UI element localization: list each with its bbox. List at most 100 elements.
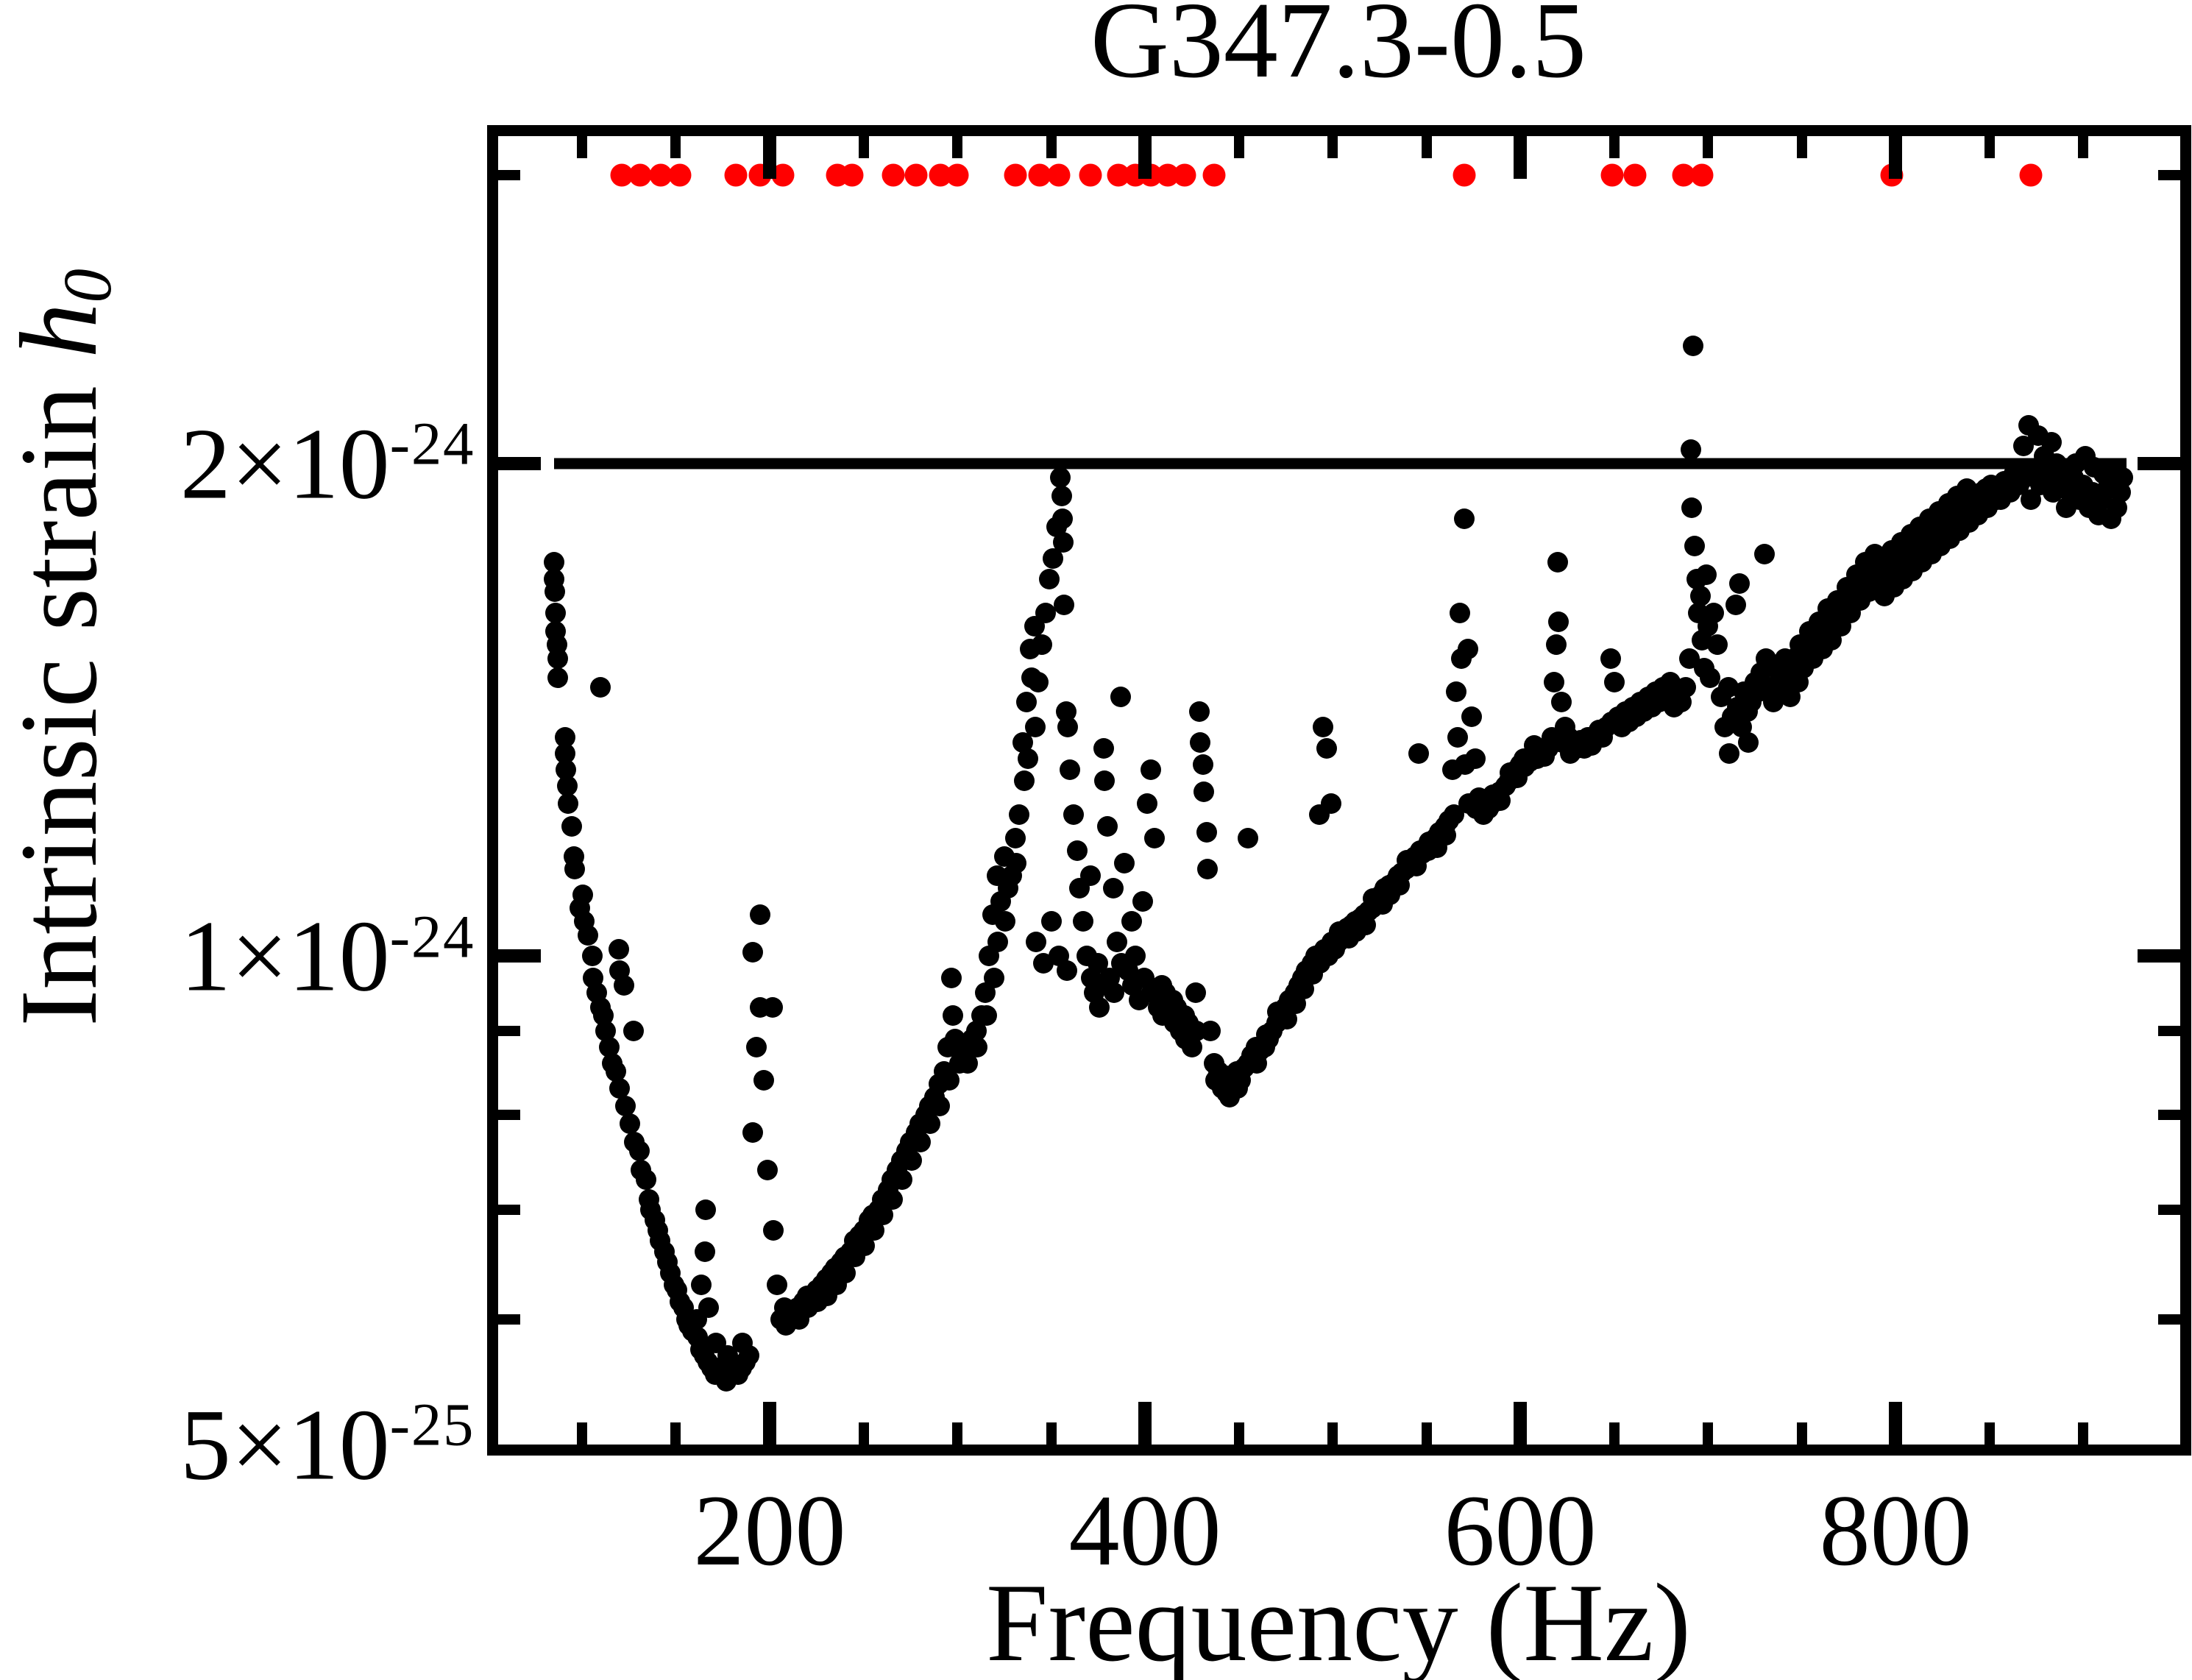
y-minor-tick xyxy=(498,1204,520,1215)
data-point xyxy=(1057,717,1079,738)
data-point xyxy=(1193,781,1215,803)
data-point xyxy=(1097,816,1118,837)
y-minor-tick xyxy=(2158,1314,2180,1325)
data-point xyxy=(995,911,1016,932)
x-major-tick xyxy=(1889,1402,1903,1445)
data-point xyxy=(1548,612,1569,633)
data-point xyxy=(1024,717,1046,738)
vetoed-band-marker xyxy=(882,163,905,187)
data-point xyxy=(1706,634,1728,656)
data-point xyxy=(695,1199,717,1220)
x-minor-tick xyxy=(1608,136,1620,158)
data-point xyxy=(614,1095,636,1116)
data-point xyxy=(1551,691,1572,712)
data-point xyxy=(1689,585,1711,606)
data-point xyxy=(941,967,962,988)
data-point xyxy=(1051,508,1073,530)
x-tick-label: 800 xyxy=(1819,1474,1972,1587)
data-point xyxy=(1684,536,1706,557)
data-point xyxy=(1136,793,1157,814)
x-minor-tick xyxy=(1703,136,1714,158)
data-point xyxy=(1106,932,1127,953)
x-axis-tick-labels: 200 400 600 800 xyxy=(498,1472,2180,1597)
data-point xyxy=(1013,770,1035,791)
vetoed-band-marker xyxy=(668,163,692,187)
x-minor-tick xyxy=(2078,136,2089,158)
x-minor-tick xyxy=(1984,1422,1995,1445)
y-minor-tick xyxy=(2158,1204,2180,1215)
x-minor-tick xyxy=(2078,1422,2089,1445)
data-point xyxy=(1063,804,1085,826)
y-tick-label: 2×10-24 xyxy=(180,407,475,520)
data-point xyxy=(742,1122,764,1144)
plot-area xyxy=(498,136,2180,1445)
vetoed-band-marker xyxy=(1202,163,1226,187)
data-point xyxy=(1725,594,1747,615)
data-point xyxy=(746,1036,767,1057)
data-point xyxy=(1461,706,1482,728)
data-point xyxy=(1093,737,1114,759)
x-major-tick xyxy=(1514,136,1528,179)
data-point xyxy=(1040,911,1062,932)
data-point xyxy=(1450,603,1471,624)
vetoed-band-marker xyxy=(724,163,748,187)
data-point xyxy=(976,1004,997,1026)
data-point xyxy=(1060,759,1081,780)
data-point xyxy=(1681,497,1703,518)
data-point xyxy=(1031,634,1052,656)
y-minor-tick xyxy=(498,170,520,181)
limit-line xyxy=(553,458,2127,469)
data-point xyxy=(577,924,598,946)
chart-title: G347.3-0.5 xyxy=(1090,0,1587,101)
y-tick-label: 5×10-25 xyxy=(180,1388,475,1501)
data-point xyxy=(767,1274,788,1295)
data-point xyxy=(1695,564,1717,586)
x-minor-tick xyxy=(1703,1422,1714,1445)
data-point xyxy=(1681,439,1702,460)
data-point xyxy=(572,885,594,906)
data-point xyxy=(1446,681,1467,703)
data-point xyxy=(1067,840,1088,861)
data-point xyxy=(1190,732,1211,754)
data-point xyxy=(1197,859,1219,880)
data-point xyxy=(1543,672,1564,693)
data-point xyxy=(561,816,582,837)
data-point xyxy=(1729,573,1751,594)
data-point xyxy=(966,1036,987,1057)
vetoed-band-marker xyxy=(1623,163,1647,187)
vetoed-band-marker xyxy=(1004,163,1027,187)
data-point xyxy=(1200,1021,1221,1042)
x-major-tick xyxy=(763,1402,776,1445)
data-point xyxy=(983,967,1004,988)
x-minor-tick xyxy=(1421,1422,1432,1445)
x-minor-tick xyxy=(1984,136,1995,158)
x-minor-tick xyxy=(1421,136,1432,158)
y-major-tick xyxy=(498,456,541,470)
data-point xyxy=(1094,770,1115,791)
data-point xyxy=(750,904,771,926)
data-point xyxy=(1238,828,1259,849)
plot-frame xyxy=(487,125,2191,1456)
y-minor-tick xyxy=(2158,170,2180,181)
x-major-tick xyxy=(1514,1402,1528,1445)
data-point xyxy=(1547,552,1569,573)
data-point xyxy=(1103,982,1124,1003)
data-point xyxy=(1313,717,1334,738)
x-minor-tick xyxy=(858,136,869,158)
vetoed-band-marker xyxy=(2019,163,2043,187)
data-point xyxy=(757,1160,778,1181)
vetoed-band-marker xyxy=(840,163,864,187)
x-minor-tick xyxy=(952,1422,963,1445)
data-point xyxy=(1038,568,1060,589)
x-minor-tick xyxy=(1327,1422,1338,1445)
y-axis-title: Intrinsic strain h0 xyxy=(0,269,126,1027)
data-point xyxy=(547,648,568,669)
data-point xyxy=(1196,822,1218,843)
data-point xyxy=(545,581,565,602)
vetoed-band-marker xyxy=(904,163,928,187)
data-point xyxy=(920,1113,941,1134)
data-point xyxy=(901,1150,922,1172)
data-point xyxy=(762,997,783,1018)
y-minor-tick xyxy=(498,1026,520,1037)
data-point xyxy=(1189,701,1210,723)
